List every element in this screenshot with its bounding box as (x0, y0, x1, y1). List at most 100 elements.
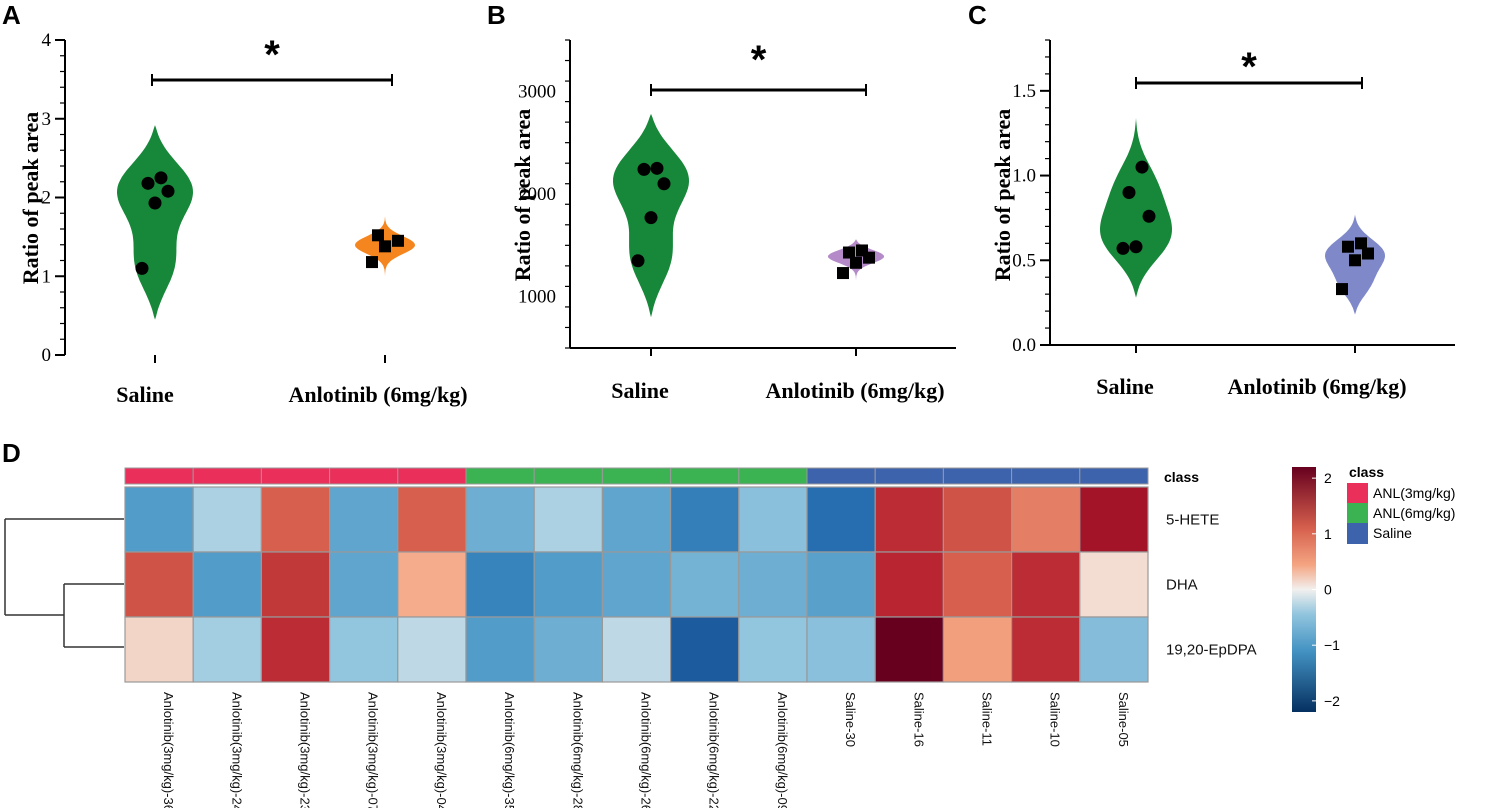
class-bar-cell (670, 467, 740, 485)
significance-star: * (1241, 45, 1257, 89)
data-point (379, 240, 391, 253)
heatmap-cell (669, 486, 740, 553)
colorbar-tick-label: 1 (1324, 526, 1332, 542)
y-tick-label: 1.5 (1012, 81, 1036, 102)
column-label: Anlotinib(3mg/kg)-23 (298, 692, 313, 808)
y-tick-label: 1000 (518, 287, 556, 308)
violin-saline (117, 125, 193, 320)
class-bar-cell (192, 467, 262, 485)
data-point (1342, 240, 1354, 253)
data-point (392, 234, 404, 247)
class-bar-cell (738, 467, 808, 485)
y-tick-label: 3 (42, 109, 52, 130)
heatmap-cell (738, 551, 808, 618)
heatmap-cell (1010, 551, 1081, 618)
class-bar-cell (465, 467, 535, 485)
heatmap-cell (874, 551, 945, 618)
heatmap-cell (465, 486, 535, 553)
data-point (135, 261, 149, 275)
column-label: Anlotinib(3mg/kg)-07 (366, 692, 381, 808)
data-point (1135, 160, 1149, 174)
class-bar-cell (124, 467, 194, 485)
heatmap-cell (397, 551, 467, 618)
colorbar-tick-label: −2 (1324, 693, 1340, 709)
y-tick-label: 1 (42, 266, 52, 287)
data-point (637, 162, 651, 176)
class-bar-cell (397, 467, 467, 485)
category-label-saline: Saline (116, 382, 174, 407)
panel-letter-d: D (2, 438, 21, 468)
legend-label-anl6: ANL(6mg/kg) (1373, 505, 1455, 521)
heatmap-cell (1079, 486, 1149, 553)
legend-swatch-anl6 (1347, 503, 1368, 524)
row-dendrogram (4, 518, 124, 648)
data-point (837, 267, 849, 280)
violin-saline (1100, 117, 1172, 298)
heatmap-cell (260, 486, 331, 553)
y-axis-title: Ratio of peak area (990, 109, 1015, 282)
heatmap-cell (329, 616, 399, 683)
data-point (644, 211, 658, 225)
heatmap-cell (738, 486, 808, 553)
heatmap-row-labels: 5-HETE DHA 19,20-EpDPA (1166, 512, 1257, 659)
heatmap-cell (806, 486, 876, 553)
data-point (1349, 254, 1361, 267)
data-point (1129, 240, 1143, 254)
data-point (863, 251, 875, 264)
heatmap-cell (533, 616, 604, 683)
category-label-anlotinib: Anlotinib (6mg/kg) (1227, 374, 1406, 399)
heatmap-cell (738, 616, 808, 683)
heatmap-column-labels: Anlotinib(3mg/kg)-36 Anlotinib(3mg/kg)-24… (161, 692, 1131, 808)
y-tick-label: 0.5 (1012, 250, 1036, 271)
y-tick-label: 0.0 (1012, 335, 1036, 356)
heatmap-cell (124, 616, 194, 683)
data-point (148, 196, 162, 210)
category-label-saline: Saline (1096, 374, 1154, 399)
heatmap-cell (533, 551, 604, 618)
y-tick-label: 3000 (518, 81, 556, 102)
y-tick-label: 2 (42, 188, 52, 209)
legend-label-anl3: ANL(3mg/kg) (1373, 485, 1455, 501)
violin-plot-b: 1000 2000 3000 Ratio of peak area Saline Anlo… (510, 38, 956, 403)
data-point (1336, 283, 1348, 296)
panel-letter-c: C (968, 0, 987, 30)
legend-title: class (1349, 464, 1384, 480)
data-point (1122, 186, 1136, 199)
heatmap-cell (397, 486, 467, 553)
class-annotation-bar (124, 467, 1149, 485)
column-label: Saline-10 (1048, 692, 1063, 747)
heatmap-cell (942, 486, 1013, 553)
heatmap-cell (1010, 486, 1081, 553)
heatmap-cell (329, 486, 399, 553)
column-label: Anlotinib(6mg/kg)-22 (707, 692, 722, 808)
class-bar-cell (874, 467, 944, 485)
heatmap-d: class 5-HETE DHA 19,20-EpDPA Anlotinib(3mg… (4, 464, 1455, 808)
y-tick-label: 2000 (518, 184, 556, 205)
heatmap-cell (260, 616, 331, 683)
data-point (1142, 209, 1156, 223)
heatmap-cell (942, 551, 1013, 618)
heatmap-cell (874, 616, 945, 683)
data-point (366, 256, 378, 269)
heatmap-cell (192, 486, 262, 553)
colorbar-ticks: 2 1 0 −1 −2 (1312, 470, 1340, 709)
heatmap-cell (1010, 616, 1081, 683)
data-point (856, 244, 868, 257)
data-point (154, 171, 168, 185)
category-label-anlotinib: Anlotinib (6mg/kg) (288, 382, 467, 407)
violin-plot-c: 0.0 0.5 1.0 1.5 Ratio of peak area Saline Anlo… (990, 39, 1455, 399)
legend-swatch-anl3 (1347, 483, 1368, 504)
heatmap-cell (669, 616, 740, 683)
heatmap-cell (874, 486, 945, 553)
heatmap-cell (260, 551, 331, 618)
colorbar-tick-label: −1 (1324, 637, 1340, 653)
column-label: Anlotinib(6mg/kg)-26 (639, 692, 654, 808)
data-point (850, 256, 862, 269)
heatmap-cell (465, 616, 535, 683)
legend-label-saline: Saline (1373, 525, 1412, 541)
heatmap-cells (124, 486, 1149, 683)
heatmap-cell (124, 551, 194, 618)
heatmap-cell (465, 551, 535, 618)
panel-letter-a: A (2, 0, 21, 30)
y-axis-title: Ratio of peak area (18, 112, 43, 285)
